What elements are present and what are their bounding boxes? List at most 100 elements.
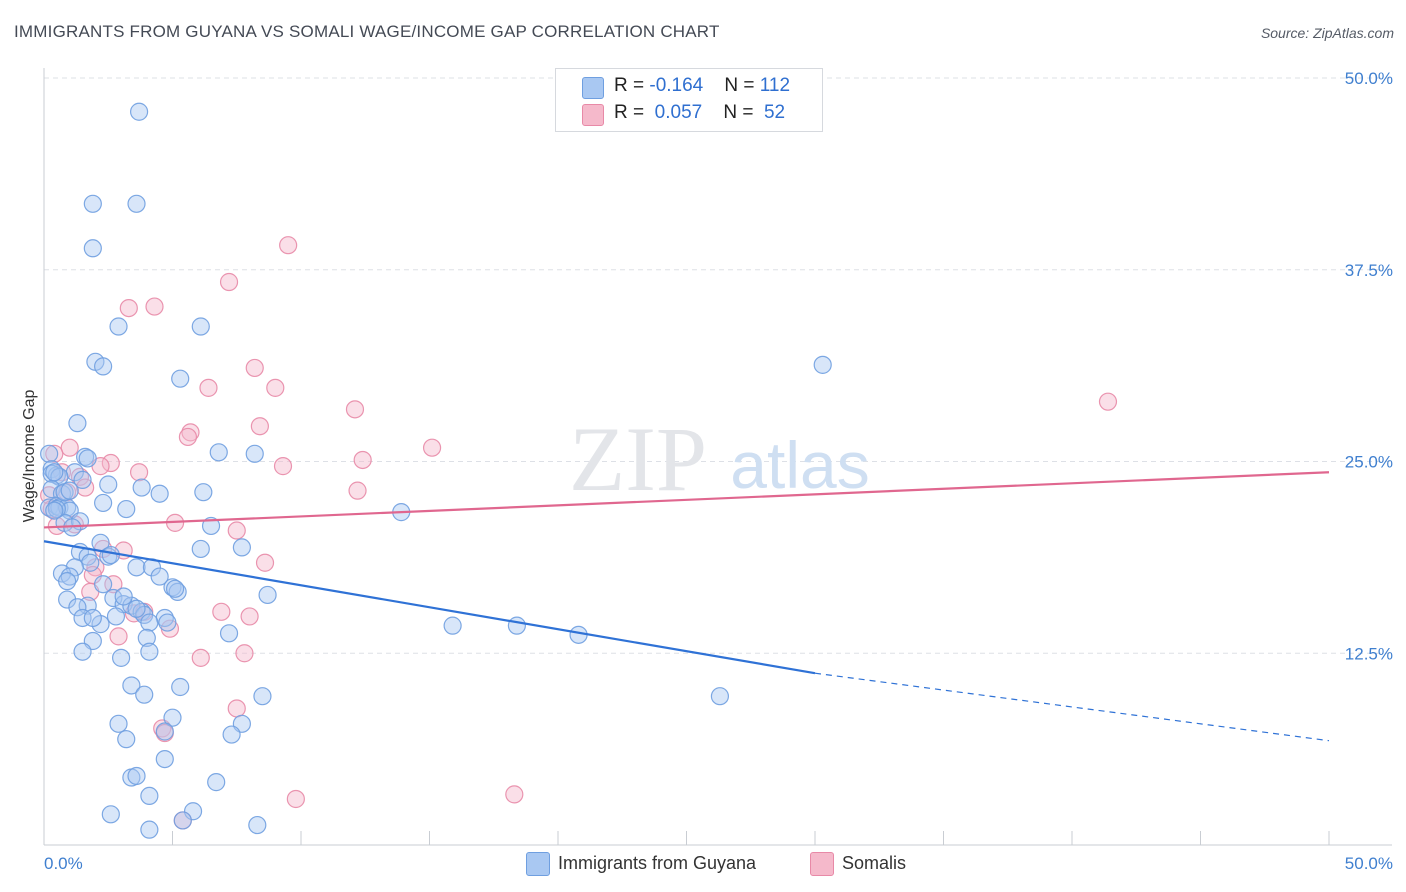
somalis-point [1098,392,1118,411]
guyana-point [207,773,226,792]
somalis-point [286,789,305,809]
watermark: ZIP atlas [569,408,870,510]
guyana-point [40,498,59,517]
guyana-point [150,484,169,503]
guyana-point [140,786,159,806]
guyana-point [83,608,102,628]
x-tick-label: 50.0% [1345,854,1393,873]
somalis-point [348,481,367,500]
somalis-point [273,457,293,476]
y-axis-label: Wage/Income Gap [21,390,38,523]
guyana-point [94,575,113,594]
guyana-point [165,579,185,598]
y-tick-label: 12.5% [1345,644,1393,663]
guyana-point [111,648,131,667]
guyana-point [40,444,59,463]
guyana-point [222,725,241,744]
guyana-point [68,414,87,433]
guyana-point [129,102,149,121]
guyana-point [58,590,77,609]
y-tick-label: 37.5% [1345,261,1393,280]
guyana-trend-extension [814,672,1330,742]
tick-labels: 12.5% 25.0% 37.5% 50.0% 0.0% 50.0% [44,69,1393,873]
somalis-point [227,521,246,540]
r-label: R = [614,102,650,123]
guyana-point [245,444,264,463]
somalis-point [145,297,164,316]
guyana-point [201,516,221,536]
guyana-point [73,642,92,661]
guyana-point [171,369,190,388]
guyana-point [168,582,187,601]
x-tick-label: 0.0% [44,854,83,873]
guyana-legend-label: Immigrants from Guyana [558,853,757,873]
watermark-atlas: atlas [730,428,869,502]
somalis-point [219,272,239,292]
somalis-legend-label: Somalis [842,853,907,873]
somalis-point [104,575,123,594]
somalis-point [60,438,79,457]
guyana-point [135,685,154,704]
somalis-point [235,644,254,663]
guyana-point [140,820,159,839]
correlation-legend: R = -0.164 N = 112 R = 0.057 N = 52 [555,68,823,132]
guyana-swatch [582,77,604,99]
somalis-point [212,602,231,621]
guyana-point [507,616,526,635]
guyana-point [73,470,92,490]
r-label: R = [614,75,650,96]
somalis-point [345,400,365,419]
guyana-point [127,558,146,577]
guyana-legend-swatch [526,852,550,876]
somalis-swatch [582,104,604,126]
guyana-point [73,608,92,628]
guyana-point [163,708,182,727]
somalis-point [119,299,138,318]
guyana-point [109,714,128,733]
guyana-point [155,749,174,769]
guyana-point [45,463,64,482]
guyana-point [58,572,77,591]
guyana-point [171,677,190,697]
guyana-point [106,607,126,626]
somalis-point [240,607,259,626]
somalis-point [227,699,246,718]
somalis-point [505,785,524,804]
trend-lines [43,471,1330,742]
guyana-point [191,539,210,559]
guyana-point [83,194,102,213]
guyana-point [83,239,102,258]
guyana-point [78,449,97,468]
guyana-point [109,317,128,336]
guyana-point [101,545,120,565]
guyana-point [99,475,118,494]
r-value-guyana: -0.164 [649,75,704,96]
guyana-point [117,499,136,519]
somalis-point [266,378,285,397]
somalis-point [245,358,264,378]
guyana-points [40,102,832,839]
somalis-point [279,236,298,255]
guyana-point [68,598,87,617]
guyana-point [81,553,100,572]
somalis-point [45,444,64,463]
guyana-point [813,355,832,374]
somalis-point [199,378,218,397]
guyana-point [443,616,462,635]
guyana-point [114,587,133,606]
guyana-point [253,687,272,706]
somalis-point [101,453,120,473]
guyana-point [94,357,113,376]
guyana-point [127,599,146,618]
somalis-trend-line [43,471,1330,529]
guyana-point [60,481,79,500]
somalis-point [191,648,210,667]
chart-title: IMMIGRANTS FROM GUYANA VS SOMALI WAGE/IN… [14,22,720,41]
guyana-point [140,642,159,661]
somalis-point [250,417,269,436]
guyana-point [127,194,146,213]
n-label: N = [723,102,759,123]
r-value-somalis: 0.057 [649,102,703,123]
n-label: N = [724,75,760,96]
guyana-point [232,538,251,557]
